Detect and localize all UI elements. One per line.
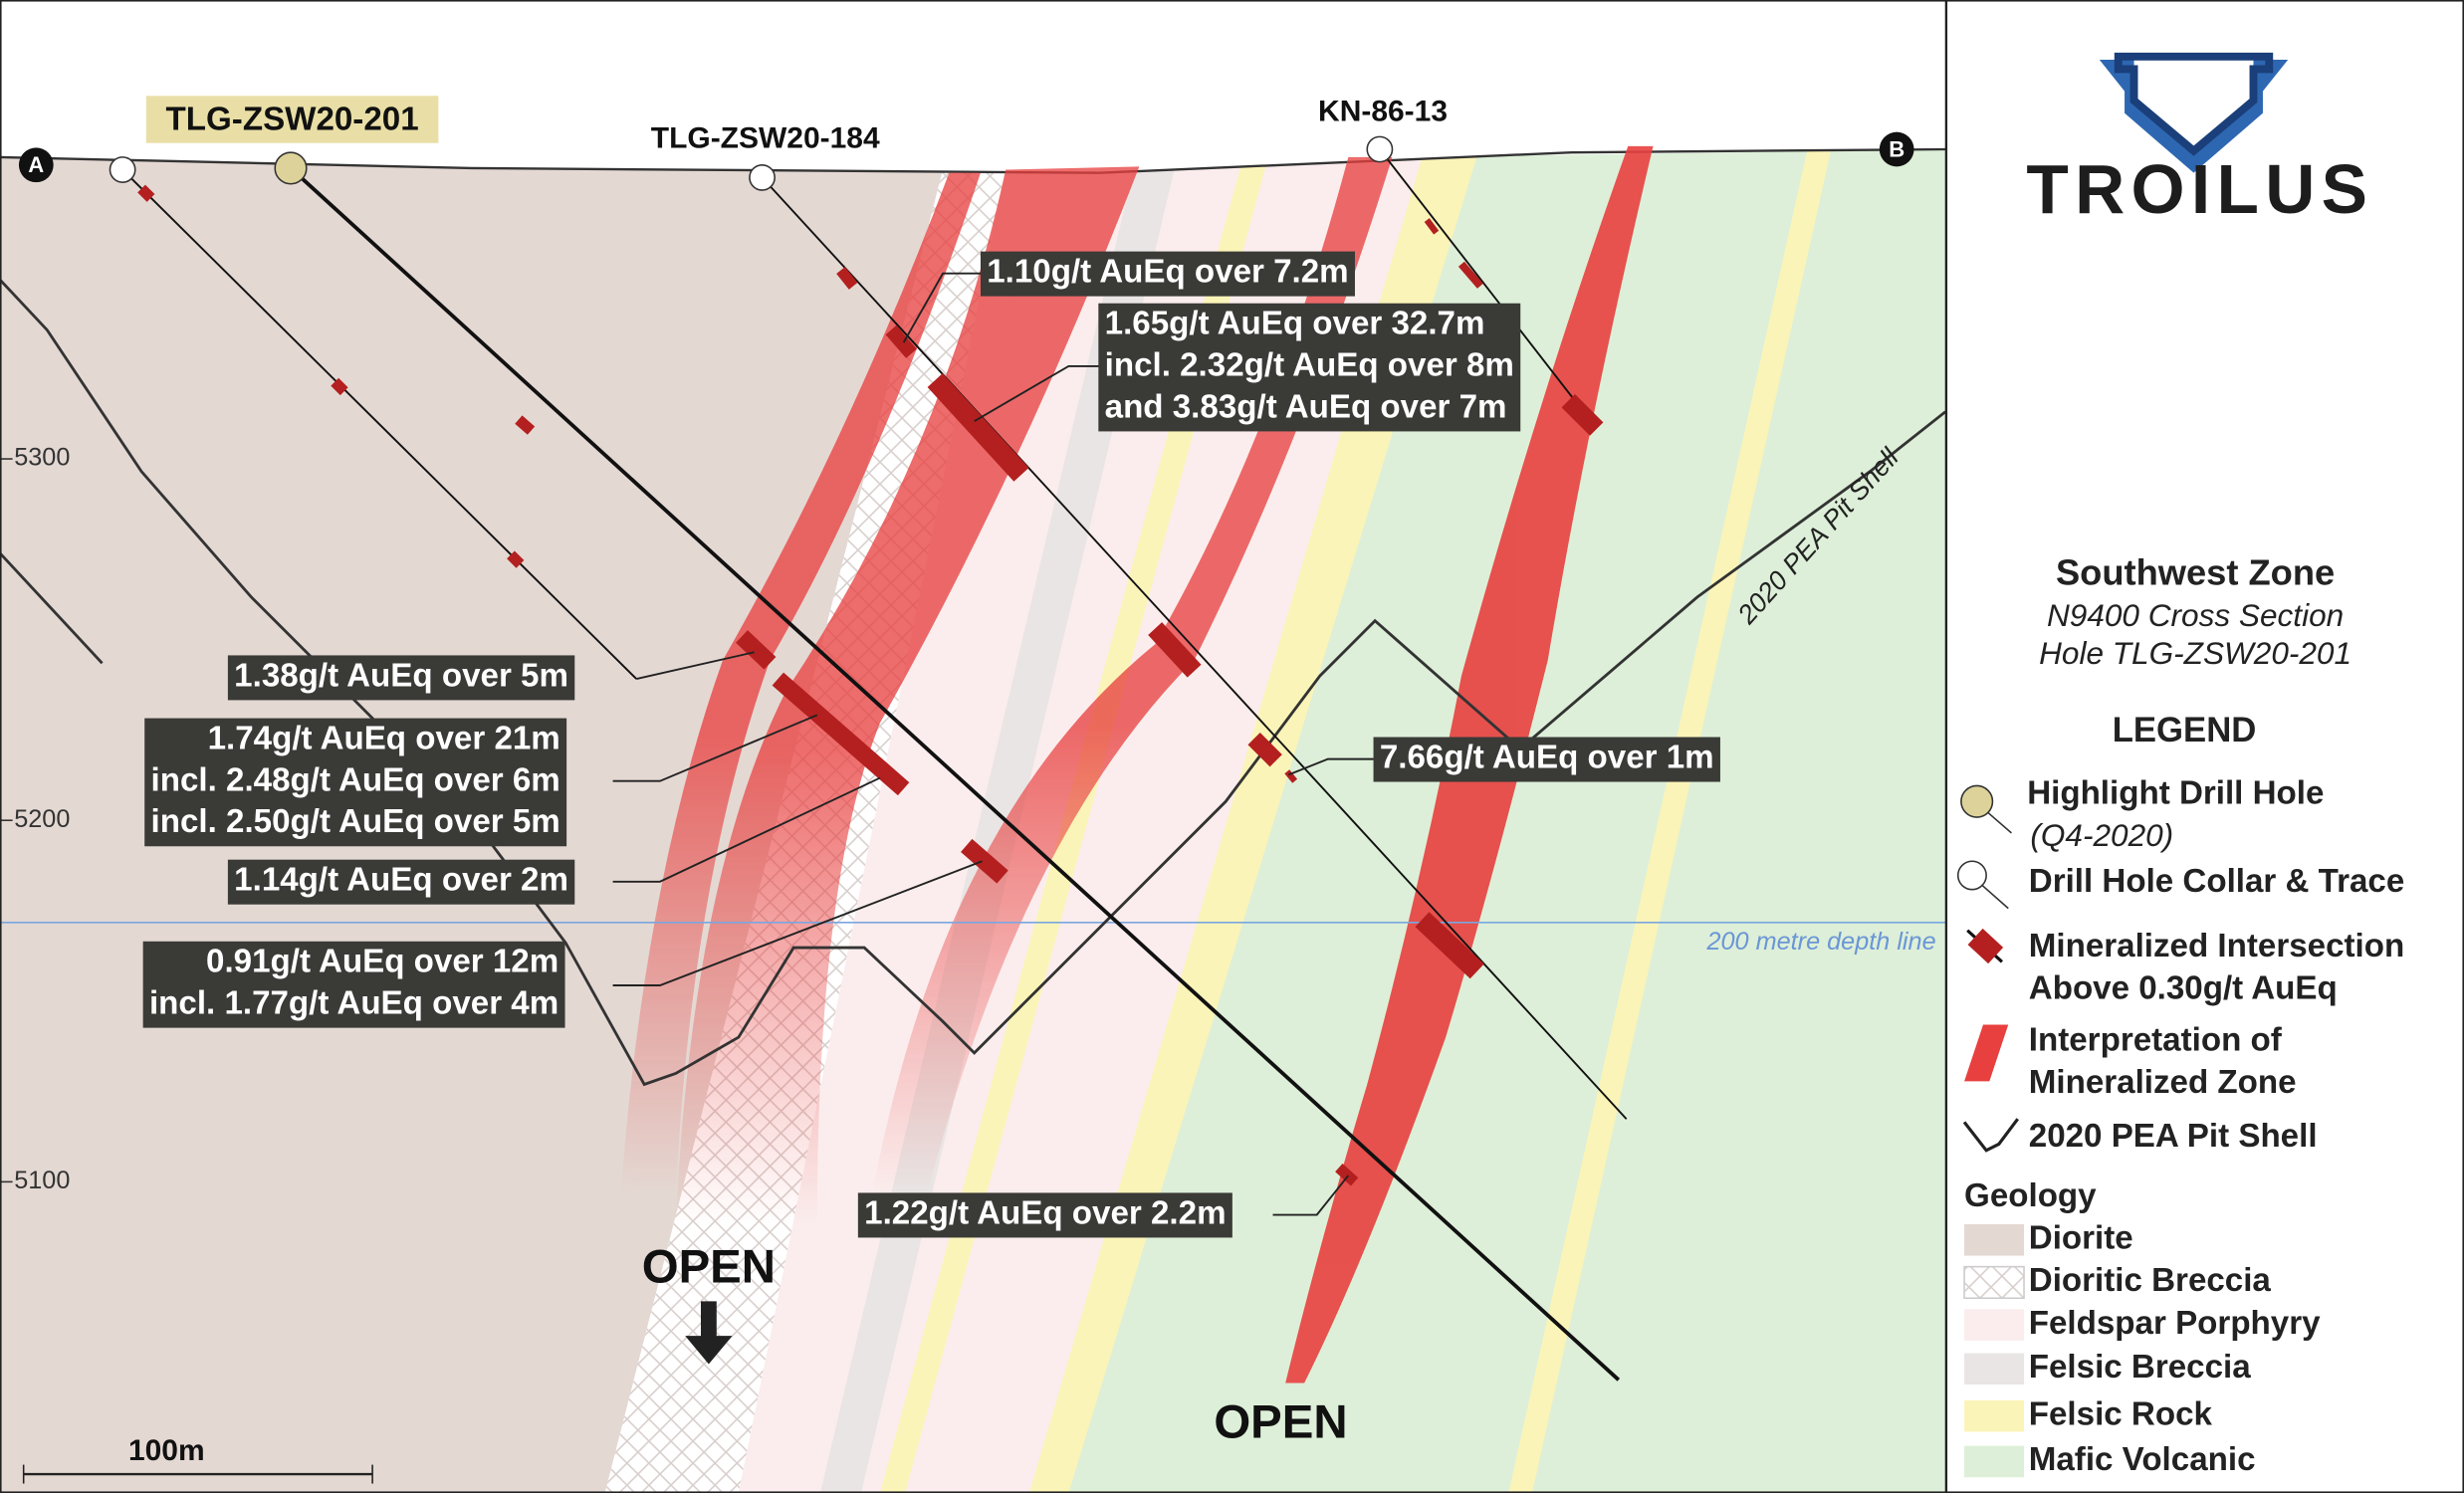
legend-symbol bbox=[1960, 784, 1994, 818]
legend-swatch bbox=[1964, 1399, 2025, 1432]
open-label: OPEN bbox=[642, 1240, 776, 1293]
legend-item: Mineralized Zone bbox=[2029, 1064, 2297, 1101]
intercept-label: incl. 2.32g/t AuEq over 8m bbox=[1105, 346, 1514, 383]
legend-swatch bbox=[1963, 1265, 2025, 1299]
legend-swatch bbox=[1964, 1224, 2025, 1256]
legend-panel bbox=[1945, 0, 2464, 1493]
section-point-label: B bbox=[1889, 136, 1904, 161]
hole-label: TLG-ZSW20-184 bbox=[651, 121, 880, 154]
legend-subtitle: Geology bbox=[1964, 1177, 2097, 1214]
intercept-box bbox=[1098, 303, 1521, 432]
leader-line bbox=[612, 714, 818, 782]
intercept-label: incl. 2.48g/t AuEq over 6m bbox=[151, 761, 560, 798]
intercept-label: 1.14g/t AuEq over 2m bbox=[234, 862, 568, 899]
logo-mark bbox=[2099, 52, 2289, 173]
collar bbox=[109, 156, 136, 183]
intercept-box bbox=[1373, 737, 1720, 782]
leader-line bbox=[636, 651, 755, 681]
intercepts: 1.10g/t AuEq over 7.2m 1.65g/t AuEq over … bbox=[142, 251, 1720, 1238]
open-label: OPEN bbox=[1214, 1396, 1347, 1449]
intercept-label: 1.10g/t AuEq over 7.2m bbox=[987, 253, 1348, 290]
section-subtitle: Hole TLG-ZSW20-201 bbox=[2039, 635, 2352, 671]
leader-line bbox=[612, 776, 881, 883]
intercept-box bbox=[142, 941, 565, 1028]
scale-label: 100m bbox=[128, 1434, 205, 1467]
depth-line-label: 200 metre depth line bbox=[1705, 928, 1935, 956]
intercept-box bbox=[857, 1192, 1232, 1238]
intercept-label: 1.65g/t AuEq over 32.7m bbox=[1105, 306, 1485, 342]
legend-symbol bbox=[1964, 1024, 2009, 1082]
intercept-label: 7.66g/t AuEq over 1m bbox=[1380, 739, 1714, 775]
section-point bbox=[18, 147, 54, 183]
collar bbox=[749, 164, 776, 191]
section-title: Southwest Zone bbox=[2056, 551, 2335, 592]
intercept-box bbox=[227, 859, 575, 905]
legend-item: Drill Hole Collar & Trace bbox=[2029, 863, 2405, 900]
logo-text: TROILUS bbox=[2026, 150, 2373, 228]
legend-item: 2020 PEA Pit Shell bbox=[2029, 1118, 2318, 1155]
highlight-label-bg bbox=[145, 96, 439, 143]
hole-label: KN-86-13 bbox=[1318, 96, 1448, 128]
legend-item: Felsic Breccia bbox=[2029, 1349, 2251, 1386]
drill-holes bbox=[121, 148, 1628, 1382]
open-arrow bbox=[685, 1301, 733, 1365]
collar-highlight bbox=[274, 151, 308, 185]
geology-legend: Diorite Dioritic Breccia Feldspar Porphyry… bbox=[1963, 1220, 2321, 1478]
elevation-axis bbox=[0, 458, 13, 1183]
section-point-label: A bbox=[28, 152, 44, 177]
legend-item: Mafic Volcanic bbox=[2029, 1441, 2256, 1478]
legend-item: Feldspar Porphyry bbox=[2029, 1305, 2321, 1342]
leader-line bbox=[902, 272, 988, 343]
pit-shell bbox=[0, 551, 104, 665]
legend-item: Felsic Rock bbox=[2029, 1395, 2213, 1432]
legend-symbol bbox=[1962, 1118, 2019, 1153]
intercept-label: 1.22g/t AuEq over 2.2m bbox=[864, 1194, 1226, 1231]
legend-symbol bbox=[1967, 928, 2004, 964]
legend-item: Diorite bbox=[2029, 1220, 2133, 1257]
legend-item: Interpretation of bbox=[2029, 1022, 2283, 1059]
legend-swatch bbox=[1964, 1353, 2025, 1386]
intercept-label: 1.74g/t AuEq over 21m bbox=[208, 720, 560, 756]
intercept-box bbox=[144, 718, 567, 847]
legend-symbol bbox=[1980, 884, 2009, 910]
legend-symbol bbox=[1956, 860, 1987, 891]
elevation-label: 5200 bbox=[14, 805, 70, 833]
intercept-box bbox=[980, 251, 1355, 297]
leader-line bbox=[612, 860, 983, 986]
elevation-label: 5300 bbox=[14, 444, 70, 472]
intercept-label: and 3.83g/t AuEq over 7m bbox=[1105, 388, 1507, 425]
intercept-label: 0.91g/t AuEq over 12m bbox=[206, 944, 559, 980]
section-subtitle: N9400 Cross Section bbox=[2047, 597, 2344, 633]
leader-line bbox=[1272, 1174, 1350, 1216]
intercept-label: 1.38g/t AuEq over 5m bbox=[234, 657, 568, 694]
legend-item: Mineralized Intersection bbox=[2029, 928, 2404, 964]
intercept-label: incl. 1.77g/t AuEq over 4m bbox=[149, 984, 559, 1021]
intersections bbox=[137, 184, 1604, 1186]
legend-title: LEGEND bbox=[2113, 712, 2257, 749]
hole-label: TLG-ZSW20-201 bbox=[166, 101, 419, 137]
elevation-label: 5100 bbox=[14, 1167, 70, 1194]
leader-line bbox=[1287, 757, 1380, 776]
leader-line bbox=[974, 364, 1105, 422]
legend-symbol bbox=[1987, 811, 2012, 834]
legend-swatch bbox=[1964, 1309, 2025, 1341]
legend-item: Dioritic Breccia bbox=[2029, 1262, 2272, 1299]
collar bbox=[1366, 135, 1394, 163]
intercept-box bbox=[227, 655, 575, 701]
intercept-label: incl. 2.50g/t AuEq over 5m bbox=[151, 803, 560, 840]
legend-item: Above 0.30g/t AuEq bbox=[2029, 969, 2338, 1006]
legend-item: Highlight Drill Hole bbox=[2027, 775, 2324, 812]
legend-item: (Q4-2020) bbox=[2030, 817, 2173, 853]
section-point bbox=[1879, 131, 1914, 167]
legend-swatch bbox=[1964, 1445, 2025, 1478]
